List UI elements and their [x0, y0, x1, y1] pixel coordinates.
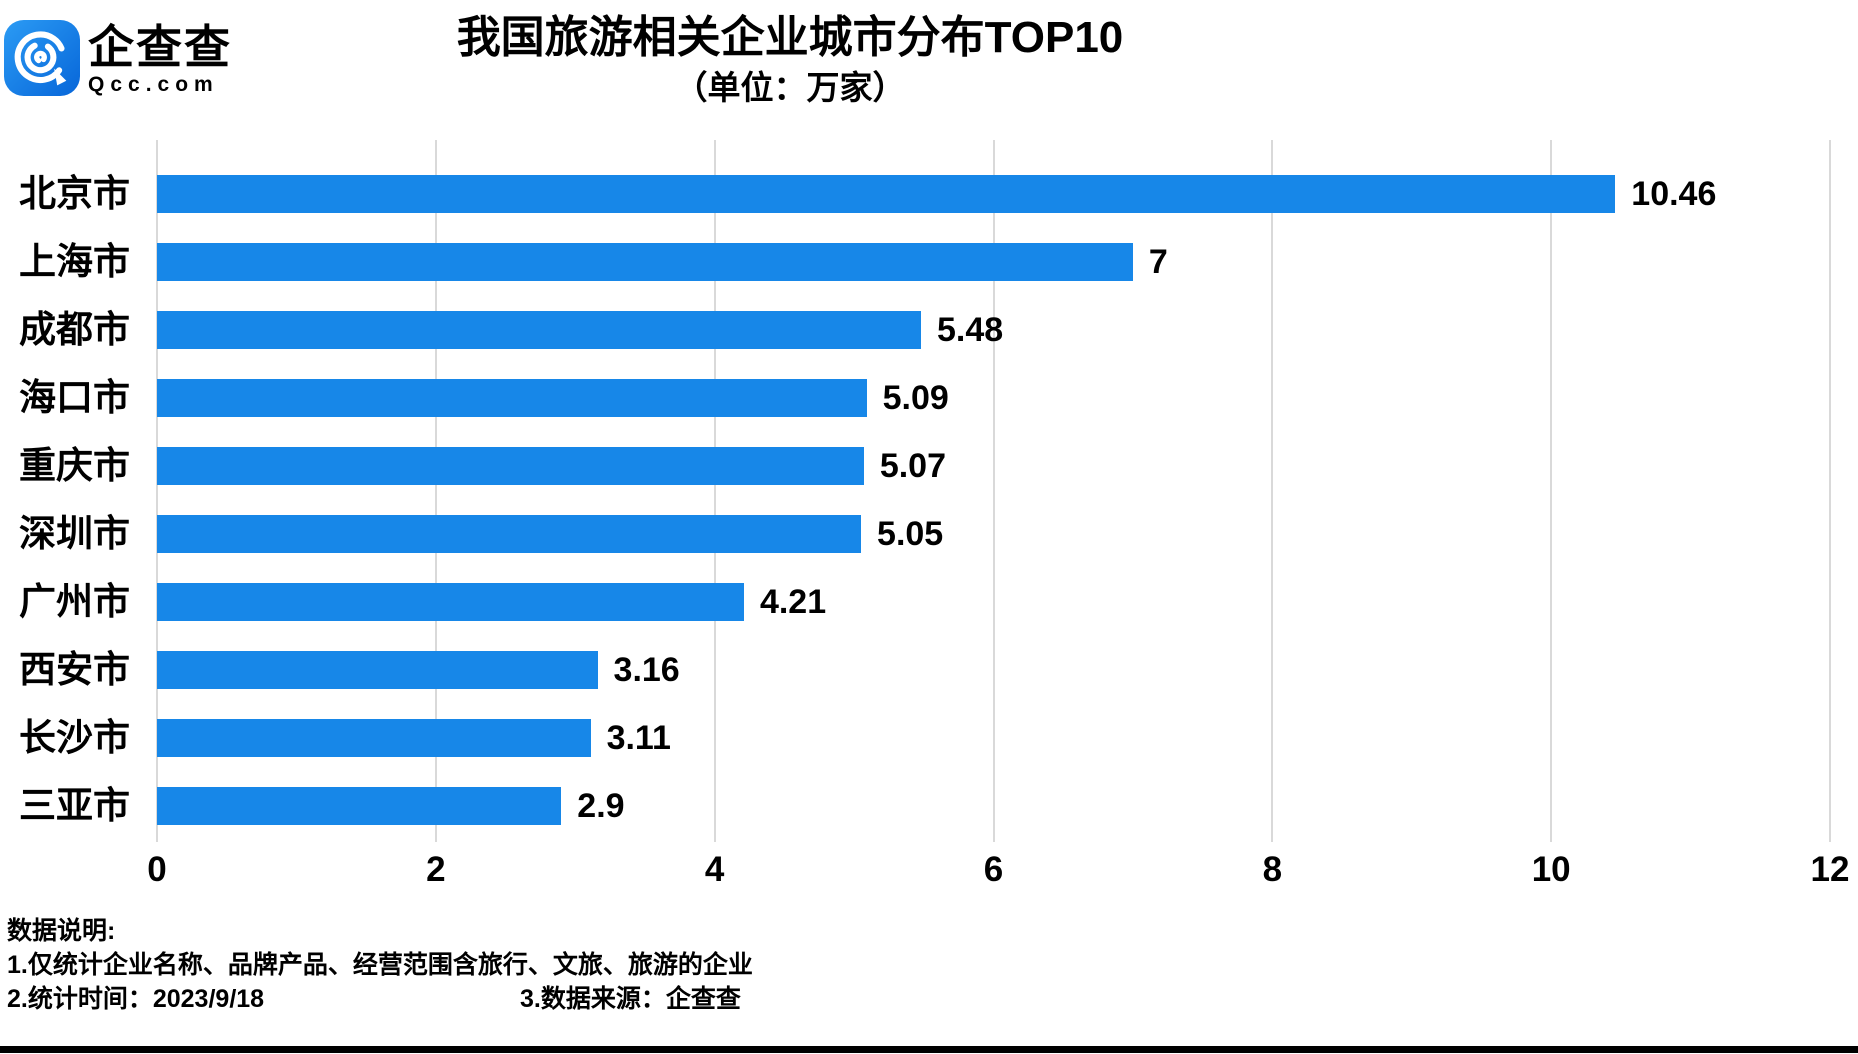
bar-row-深圳市: 深圳市 5.05	[19, 500, 1830, 568]
category-label: 上海市	[19, 241, 130, 282]
note-line-3: 2.统计时间：2023/9/18 3.数据来源：企查查	[7, 982, 1107, 1016]
logo-name: 企查查	[88, 21, 232, 73]
x-tick-label-12: 12	[1810, 850, 1850, 889]
category-label: 海口市	[19, 377, 130, 418]
chart-title: 我国旅游相关企业城市分布TOP10	[456, 13, 1124, 62]
bar	[157, 583, 744, 621]
category-label: 成都市	[19, 309, 130, 350]
chart-header: 我国旅游相关企业城市分布TOP10 （单位：万家）	[0, 12, 1580, 108]
bar	[157, 719, 591, 757]
bar	[157, 243, 1133, 281]
data-notes: 数据说明: 1.仅统计企业名称、品牌产品、经营范围含旅行、文旅、旅游的企业 2.…	[7, 914, 1107, 1016]
bar-row-三亚市: 三亚市 2.9	[19, 772, 1830, 840]
bar	[157, 651, 598, 689]
bar-row-北京市: 北京市 10.46	[19, 160, 1830, 228]
value-label: 3.16	[613, 650, 680, 689]
bar-row-长沙市: 长沙市 3.11	[19, 704, 1830, 772]
chart-subtitle: （单位：万家）	[674, 69, 906, 106]
x-axis: 0 2 4 6 8 10 12	[147, 850, 1849, 894]
category-label: 重庆市	[19, 445, 130, 486]
x-tick-label-4: 4	[704, 850, 725, 889]
gridline-x-8	[1271, 140, 1274, 842]
category-label: 广州市	[19, 581, 130, 622]
qcc-logo: 企查查 Qcc.com	[4, 20, 232, 97]
category-label: 深圳市	[19, 513, 130, 554]
value-label: 7	[1148, 242, 1168, 281]
qcc-magnifier-q-icon	[4, 20, 80, 96]
x-tick-label-6: 6	[983, 850, 1004, 889]
note-source: 3.数据来源：企查查	[520, 985, 741, 1013]
category-label: 西安市	[19, 649, 130, 690]
value-label: 5.05	[877, 514, 944, 553]
bar-row-成都市: 成都市 5.48	[19, 296, 1830, 364]
bar	[157, 379, 867, 417]
x-tick-label-0: 0	[147, 850, 167, 889]
note-scope: 1.仅统计企业名称、品牌产品、经营范围含旅行、文旅、旅游的企业	[7, 951, 753, 979]
bar	[157, 175, 1616, 213]
bar	[157, 311, 921, 349]
category-label: 长沙市	[19, 717, 130, 758]
plot-area	[156, 140, 1831, 842]
x-tick-label-10: 10	[1531, 850, 1571, 889]
notes-heading: 数据说明:	[7, 917, 116, 945]
value-label: 5.07	[879, 446, 947, 485]
gridline-x-6	[992, 140, 995, 842]
value-label: 5.48	[937, 310, 1004, 349]
gridline-x-4	[713, 140, 716, 842]
category-label: 三亚市	[19, 785, 130, 826]
bar-row-广州市: 广州市 4.21	[19, 568, 1830, 636]
x-tick-label-8: 8	[1262, 850, 1283, 889]
bar-row-重庆市: 重庆市 5.07	[19, 432, 1830, 500]
gridline-x-10	[1550, 140, 1553, 842]
bar	[157, 447, 864, 485]
bar-series: 北京市 10.46 上海市 7 成都市 5.48 海口市 5.09 重庆市 5.07 深圳市 5.05…	[19, 160, 1830, 840]
value-label: 3.11	[606, 718, 671, 757]
note-date: 2.统计时间：2023/9/18	[7, 985, 265, 1013]
value-label: 5.09	[882, 378, 949, 417]
gridline-x-2	[434, 140, 437, 842]
value-label: 10.46	[1631, 174, 1717, 213]
gridline-x-0	[156, 140, 158, 842]
gridline-x-12	[1829, 140, 1831, 842]
logo-domain: Qcc.com	[88, 73, 219, 96]
logo-text: 企查查 Qcc.com	[88, 20, 232, 97]
value-label: 2.9	[577, 786, 625, 825]
bar-row-西安市: 西安市 3.16	[19, 636, 1830, 704]
bar-row-海口市: 海口市 5.09	[19, 364, 1830, 432]
bar	[157, 515, 862, 553]
bar-row-上海市: 上海市 7	[19, 228, 1830, 296]
category-label: 北京市	[19, 173, 130, 214]
bar	[157, 787, 562, 825]
value-label: 4.21	[759, 582, 827, 621]
x-tick-label-2: 2	[426, 850, 446, 889]
bottom-divider-bar	[0, 1046, 1858, 1053]
